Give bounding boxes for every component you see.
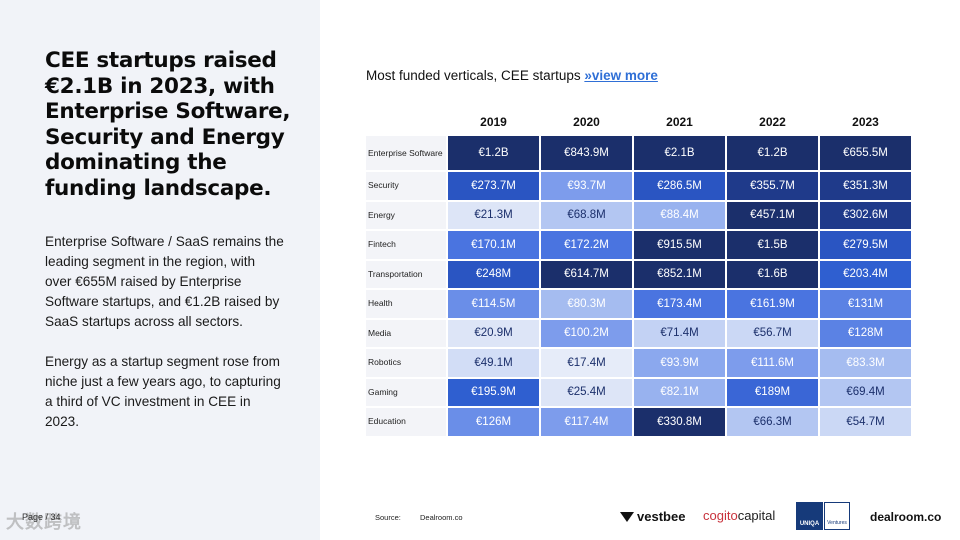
heatmap-cell: €17.4M: [541, 349, 632, 377]
table-row: Energy €21.3M €68.8M €88.4M €457.1M €302.6M: [366, 201, 911, 229]
year-header-2023: 2023: [852, 115, 879, 129]
headline: CEE startups raised €2.1B in 2023, with …: [45, 48, 291, 201]
capital-logo-text: capital: [737, 508, 776, 523]
heatmap-cell: €100.2M: [541, 319, 632, 347]
vestbee-logo-text: vestbee: [637, 509, 686, 524]
heatmap-cell: €114.5M: [448, 290, 539, 318]
uniqa-ventures-logo: UNIQA Ventures: [796, 502, 850, 530]
heatmap-cell: €286.5M: [634, 172, 725, 200]
heatmap-cell: €1.6B: [727, 260, 818, 288]
heatmap-cell: €173.4M: [634, 290, 725, 318]
source-label: Source:: [375, 513, 401, 522]
heatmap-cell: €330.8M: [634, 408, 725, 436]
row-label: Robotics: [366, 349, 446, 377]
heatmap-cell: €614.7M: [541, 260, 632, 288]
row-label: Media: [366, 319, 446, 347]
heatmap-cell: €915.5M: [634, 231, 725, 259]
heatmap-cell: €170.1M: [448, 231, 539, 259]
heatmap-cell: €843.9M: [541, 136, 632, 170]
table-row: Fintech €170.1M €172.2M €915.5M €1.5B €279.5M: [366, 231, 911, 259]
heatmap-cell: €273.7M: [448, 172, 539, 200]
heatmap-cell: €1.2B: [448, 136, 539, 170]
heatmap-cell: €68.8M: [541, 201, 632, 229]
table-row: Education €126M €117.4M €330.8M €66.3M €54.7M: [366, 408, 911, 436]
heatmap-cell: €655.5M: [820, 136, 911, 170]
vestbee-mark-icon: [620, 511, 634, 522]
heatmap-cell: €49.1M: [448, 349, 539, 377]
table-corner: [366, 110, 446, 134]
heatmap-cell: €117.4M: [541, 408, 632, 436]
heatmap-cell: €93.9M: [634, 349, 725, 377]
table-row: Health €114.5M €80.3M €173.4M €161.9M €131M: [366, 290, 911, 318]
heatmap-cell: €189M: [727, 378, 818, 406]
heatmap-cell: €351.3M: [820, 172, 911, 200]
heatmap-cell: €71.4M: [634, 319, 725, 347]
left-panel: CEE startups raised €2.1B in 2023, with …: [0, 0, 320, 540]
heatmap-cell: €66.3M: [727, 408, 818, 436]
heatmap-cell: €1.5B: [727, 231, 818, 259]
row-label: Gaming: [366, 378, 446, 406]
heatmap-cell: €1.2B: [727, 136, 818, 170]
page-number: Page / 34: [22, 512, 61, 522]
table-row: Enterprise Software €1.2B €843.9M €2.1B €1.2…: [366, 136, 911, 170]
watermark: 大数跨境: [6, 512, 82, 532]
heatmap-cell: €131M: [820, 290, 911, 318]
heatmap-cell: €111.6M: [727, 349, 818, 377]
vestbee-logo: vestbee: [620, 509, 685, 524]
chart-title: Most funded verticals, CEE startups »vie…: [366, 68, 658, 83]
year-header-2019: 2019: [480, 115, 507, 129]
heatmap-cell: €302.6M: [820, 201, 911, 229]
dealroom-logo: dealroom.co: [870, 510, 942, 524]
heatmap-cell: €25.4M: [541, 378, 632, 406]
year-header-2020: 2020: [573, 115, 600, 129]
paragraph-enterprise: Enterprise Software / SaaS remains the l…: [45, 234, 284, 329]
source-value: Dealroom.co: [420, 513, 463, 522]
table-row: Robotics €49.1M €17.4M €93.9M €111.6M €83.3M: [366, 349, 911, 377]
heatmap-cell: €128M: [820, 319, 911, 347]
heatmap-cell: €195.9M: [448, 378, 539, 406]
heatmap-cell: €82.1M: [634, 378, 725, 406]
row-label: Energy: [366, 201, 446, 229]
heatmap-cell: €852.1M: [634, 260, 725, 288]
heatmap-cell: €80.3M: [541, 290, 632, 318]
ventures-logo-text: Ventures: [824, 502, 850, 530]
view-more-link[interactable]: »view more: [584, 68, 658, 83]
heatmap-cell: €248M: [448, 260, 539, 288]
heatmap-cell: €21.3M: [448, 201, 539, 229]
year-header-2021: 2021: [666, 115, 693, 129]
table-row: Media €20.9M €100.2M €71.4M €56.7M €128M: [366, 319, 911, 347]
heatmap-cell: €126M: [448, 408, 539, 436]
paragraph-energy: Energy as a startup segment rose from ni…: [45, 354, 281, 429]
cogito-capital-logo: cogitocapital: [703, 508, 775, 523]
row-label: Education: [366, 408, 446, 436]
heatmap-cell: €457.1M: [727, 201, 818, 229]
heatmap-cell: €279.5M: [820, 231, 911, 259]
row-label: Health: [366, 290, 446, 318]
heatmap-cell: €88.4M: [634, 201, 725, 229]
heatmap-cell: €203.4M: [820, 260, 911, 288]
table-row: Gaming €195.9M €25.4M €82.1M €189M €69.4M: [366, 378, 911, 406]
heatmap-cell: €172.2M: [541, 231, 632, 259]
heatmap-cell: €2.1B: [634, 136, 725, 170]
heatmap-cell: €355.7M: [727, 172, 818, 200]
chart-title-text: Most funded verticals, CEE startups: [366, 68, 581, 83]
table-row: Security €273.7M €93.7M €286.5M €355.7M €351.…: [366, 172, 911, 200]
funding-heatmap-table: 2019 2020 2021 2022 2023 Enterprise Software…: [364, 108, 913, 438]
heatmap-cell: €161.9M: [727, 290, 818, 318]
heatmap-cell: €56.7M: [727, 319, 818, 347]
heatmap-cell: €54.7M: [820, 408, 911, 436]
table-header-row: 2019 2020 2021 2022 2023: [366, 110, 911, 134]
row-label: Security: [366, 172, 446, 200]
heatmap-cell: €69.4M: [820, 378, 911, 406]
row-label: Fintech: [366, 231, 446, 259]
uniqa-logo-text: UNIQA: [796, 502, 823, 530]
heatmap-cell: €83.3M: [820, 349, 911, 377]
year-header-2022: 2022: [759, 115, 786, 129]
cogito-logo-text: cogito: [703, 508, 738, 523]
table-row: Transportation €248M €614.7M €852.1M €1.6B €2…: [366, 260, 911, 288]
heatmap-cell: €93.7M: [541, 172, 632, 200]
heatmap-cell: €20.9M: [448, 319, 539, 347]
row-label: Enterprise Software: [366, 136, 446, 170]
row-label: Transportation: [366, 260, 446, 288]
